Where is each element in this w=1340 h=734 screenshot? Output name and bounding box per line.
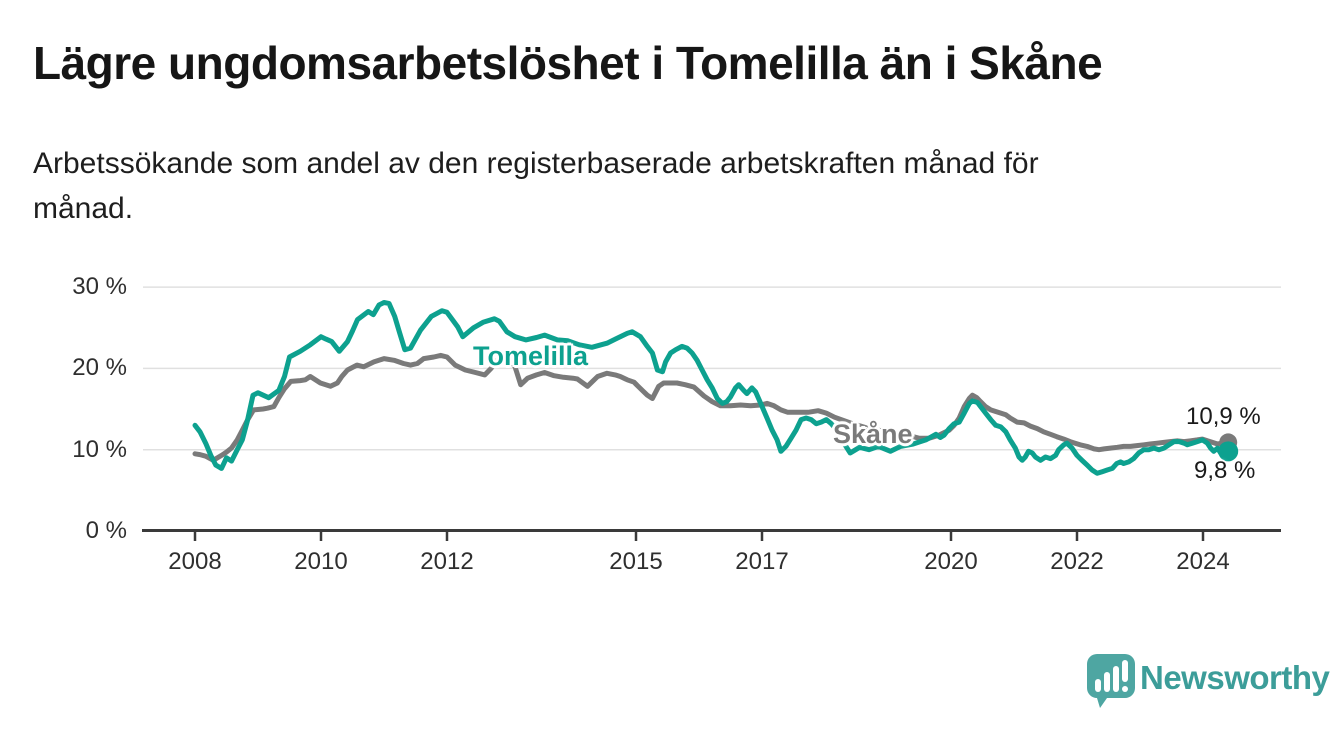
- x-axis: [142, 529, 1281, 541]
- x-axis-label-2008: 2008: [168, 548, 222, 575]
- x-axis-label-2017: 2017: [735, 548, 789, 575]
- y-axis-label-20: 20 %: [72, 354, 127, 382]
- series-end-dots: [1218, 433, 1239, 462]
- series-label-tomelilla: Tomelilla: [473, 341, 589, 371]
- data-series: [192, 300, 1231, 476]
- newsworthy-logo-text: Newsworthy: [1140, 659, 1330, 696]
- x-axis-label-2022: 2022: [1050, 548, 1104, 575]
- gridlines: [143, 286, 1281, 451]
- x-axis-label-2010: 2010: [294, 548, 348, 575]
- page-subtitle: Arbetssökande som andel av den registerb…: [33, 141, 1253, 231]
- end-dot-tomelilla: [1218, 441, 1239, 462]
- page-title: Lägre ungdomsarbetslöshet i Tomelilla än…: [33, 37, 1103, 89]
- line-skåne: [192, 352, 1231, 463]
- end-value-tomelilla: 9,8 %: [1194, 457, 1256, 484]
- y-axis-label-0: 0 %: [85, 517, 127, 544]
- line-tomelilla: [192, 300, 1231, 476]
- logo-bar-2: [1104, 672, 1110, 692]
- logo-exclamation-bar: [1122, 660, 1128, 682]
- subtitle-line-2: månad.: [33, 192, 134, 225]
- end-value-skane: 10,9 %: [1186, 403, 1261, 430]
- subtitle-line-1: Arbetssökande som andel av den registerb…: [33, 147, 1039, 180]
- x-axis-label-2012: 2012: [420, 548, 474, 575]
- newsworthy-logo-icon: [1087, 654, 1135, 708]
- y-axis-label-10: 10 %: [72, 435, 127, 463]
- newsworthy-logo: Newsworthy: [1086, 653, 1330, 713]
- logo-exclamation-dot: [1122, 686, 1128, 692]
- y-axis-label-30: 30 %: [72, 273, 127, 301]
- logo-bar-1: [1095, 679, 1101, 692]
- x-axis-label-2024: 2024: [1176, 548, 1230, 575]
- x-axis-label-2020: 2020: [924, 548, 978, 575]
- logo-bar-3: [1113, 666, 1119, 692]
- x-axis-label-2015: 2015: [609, 548, 663, 575]
- series-label-skane: Skåne: [833, 419, 913, 449]
